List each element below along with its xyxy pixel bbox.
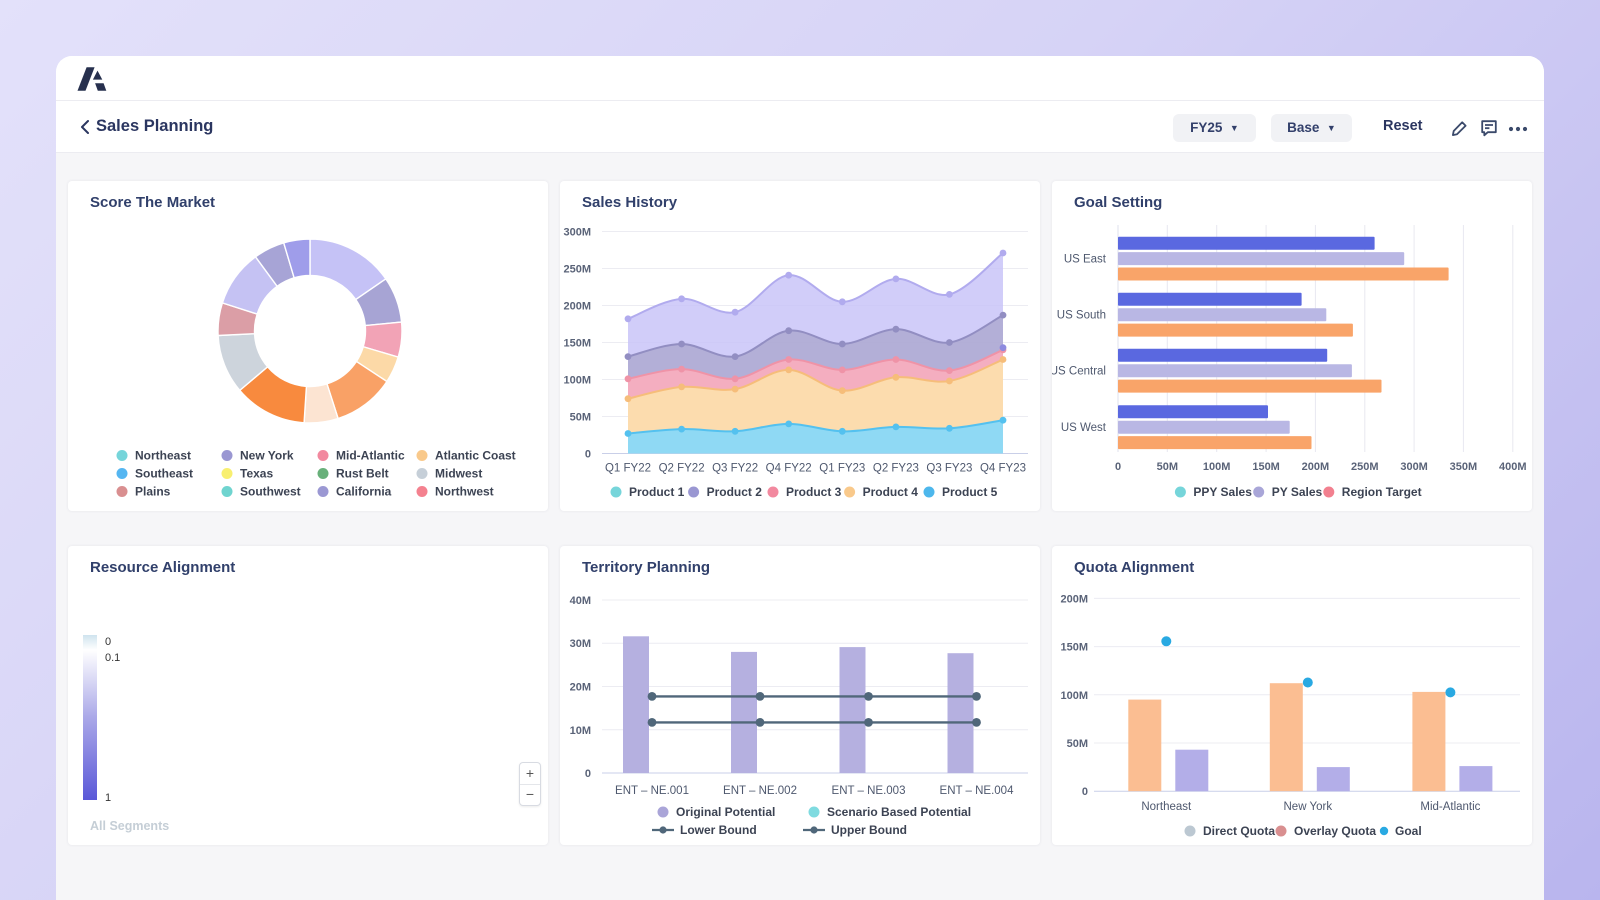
- svg-text:150M: 150M: [1060, 642, 1088, 654]
- svg-text:0: 0: [585, 768, 591, 780]
- svg-text:100M: 100M: [563, 375, 591, 387]
- svg-text:400M: 400M: [1499, 461, 1527, 473]
- svg-text:California: California: [336, 485, 392, 499]
- svg-text:US Central: US Central: [1052, 366, 1106, 378]
- svg-text:Northwest: Northwest: [435, 485, 494, 499]
- svg-text:Northeast: Northeast: [1141, 801, 1192, 813]
- svg-text:Mid-Atlantic: Mid-Atlantic: [1420, 801, 1480, 813]
- svg-text:0: 0: [105, 636, 111, 648]
- svg-text:Q1 FY23: Q1 FY23: [819, 463, 865, 475]
- svg-text:PY Sales: PY Sales: [1272, 485, 1323, 499]
- svg-text:Midwest: Midwest: [435, 467, 482, 481]
- svg-text:US South: US South: [1057, 310, 1106, 322]
- svg-text:Region Target: Region Target: [1342, 485, 1422, 499]
- svg-text:Q1 FY22: Q1 FY22: [605, 463, 651, 475]
- svg-text:150M: 150M: [563, 338, 591, 350]
- svg-text:New York: New York: [1284, 801, 1333, 813]
- svg-text:Mid-Atlantic: Mid-Atlantic: [336, 449, 405, 463]
- svg-text:Southwest: Southwest: [240, 485, 301, 499]
- svg-text:40M: 40M: [570, 595, 591, 607]
- svg-text:200M: 200M: [563, 301, 591, 313]
- svg-text:200M: 200M: [1060, 593, 1088, 605]
- svg-text:Q4 FY22: Q4 FY22: [766, 463, 812, 475]
- svg-text:New York: New York: [240, 449, 294, 463]
- svg-text:30M: 30M: [570, 638, 591, 650]
- svg-text:Q4 FY23: Q4 FY23: [980, 463, 1026, 475]
- svg-text:ENT – NE.003: ENT – NE.003: [832, 785, 906, 797]
- svg-text:Rust Belt: Rust Belt: [336, 467, 389, 481]
- svg-text:Q2 FY22: Q2 FY22: [659, 463, 705, 475]
- svg-text:Q3 FY22: Q3 FY22: [712, 463, 758, 475]
- svg-text:0.1: 0.1: [105, 652, 120, 664]
- svg-text:200M: 200M: [1302, 461, 1330, 473]
- svg-text:50M: 50M: [1067, 738, 1088, 750]
- svg-text:Scenario Based Potential: Scenario Based Potential: [827, 805, 971, 819]
- svg-text:1: 1: [105, 792, 111, 804]
- svg-text:ENT – NE.001: ENT – NE.001: [615, 785, 689, 797]
- svg-text:0: 0: [1115, 461, 1121, 473]
- svg-text:Direct Quota: Direct Quota: [1203, 824, 1275, 838]
- svg-text:US West: US West: [1061, 422, 1107, 434]
- svg-text:Upper Bound: Upper Bound: [831, 823, 907, 837]
- svg-text:Plains: Plains: [135, 485, 171, 499]
- svg-text:20M: 20M: [570, 682, 591, 694]
- svg-text:ENT – NE.002: ENT – NE.002: [723, 785, 797, 797]
- svg-text:PPY Sales: PPY Sales: [1193, 485, 1252, 499]
- svg-text:300M: 300M: [1400, 461, 1428, 473]
- svg-text:350M: 350M: [1450, 461, 1478, 473]
- svg-text:50M: 50M: [570, 412, 591, 424]
- svg-text:100M: 100M: [1203, 461, 1231, 473]
- svg-text:300M: 300M: [563, 227, 591, 239]
- svg-text:Goal: Goal: [1395, 824, 1422, 838]
- svg-text:Product 2: Product 2: [707, 485, 763, 499]
- svg-text:Original Potential: Original Potential: [676, 805, 775, 819]
- svg-text:150M: 150M: [1252, 461, 1280, 473]
- svg-text:10M: 10M: [570, 725, 591, 737]
- svg-text:Texas: Texas: [240, 467, 273, 481]
- svg-text:Lower Bound: Lower Bound: [680, 823, 757, 837]
- svg-text:250M: 250M: [563, 264, 591, 276]
- svg-text:100M: 100M: [1060, 690, 1088, 702]
- svg-text:Overlay Quota: Overlay Quota: [1294, 824, 1376, 838]
- svg-text:Product 1: Product 1: [629, 485, 685, 499]
- svg-text:50M: 50M: [1157, 461, 1178, 473]
- svg-text:Southeast: Southeast: [135, 467, 193, 481]
- svg-text:Product 4: Product 4: [863, 485, 919, 499]
- svg-text:Product 3: Product 3: [786, 485, 842, 499]
- svg-text:Atlantic Coast: Atlantic Coast: [435, 449, 516, 463]
- svg-text:ENT – NE.004: ENT – NE.004: [940, 785, 1015, 797]
- svg-text:Northeast: Northeast: [135, 449, 191, 463]
- svg-text:Product 5: Product 5: [942, 485, 998, 499]
- svg-text:US East: US East: [1064, 254, 1107, 266]
- svg-text:0: 0: [1082, 786, 1088, 798]
- svg-text:Q3 FY23: Q3 FY23: [926, 463, 972, 475]
- svg-text:Q2 FY23: Q2 FY23: [873, 463, 919, 475]
- svg-text:250M: 250M: [1351, 461, 1379, 473]
- svg-text:0: 0: [585, 449, 591, 461]
